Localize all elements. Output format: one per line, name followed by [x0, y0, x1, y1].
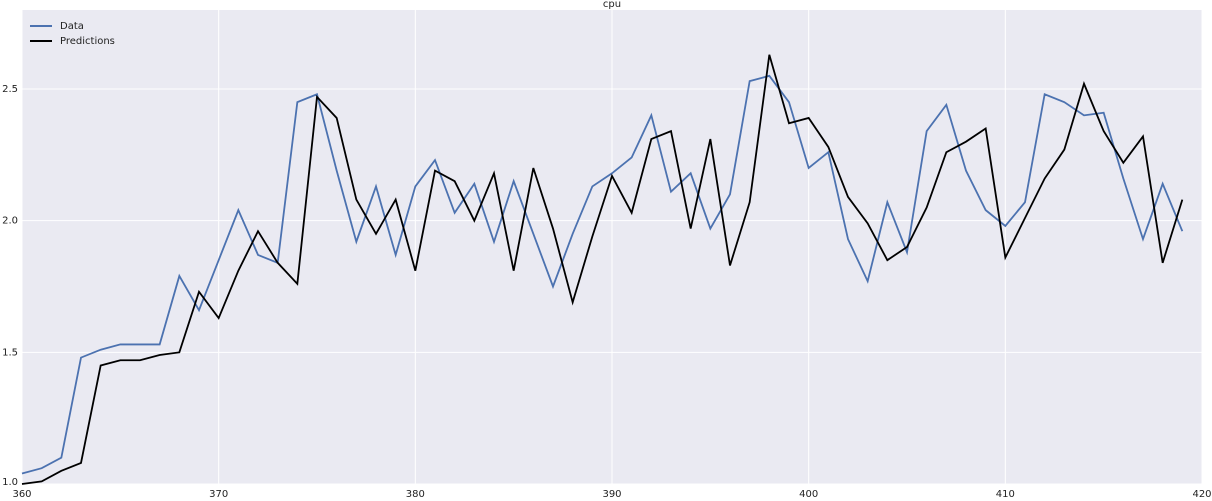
legend-label: Predictions [60, 36, 115, 47]
x-tick-label: 380 [406, 489, 425, 500]
x-tick-label: 420 [1192, 489, 1211, 500]
x-tick-label: 400 [799, 489, 818, 500]
x-tick-label: 410 [996, 489, 1015, 500]
line-series [21, 74, 1184, 475]
x-tick-label: 360 [12, 489, 31, 500]
chart-title: cpu [603, 0, 621, 10]
y-tick-label: 1.5 [2, 347, 18, 358]
y-tick-label: 2.0 [2, 216, 18, 227]
y-tick-label: 2.5 [2, 84, 18, 95]
legend-label: Data [60, 21, 84, 32]
line-series [21, 54, 1184, 485]
x-tick-label: 390 [602, 489, 621, 500]
y-tick-label: 1.0 [2, 477, 18, 488]
x-tick-label: 370 [209, 489, 228, 500]
